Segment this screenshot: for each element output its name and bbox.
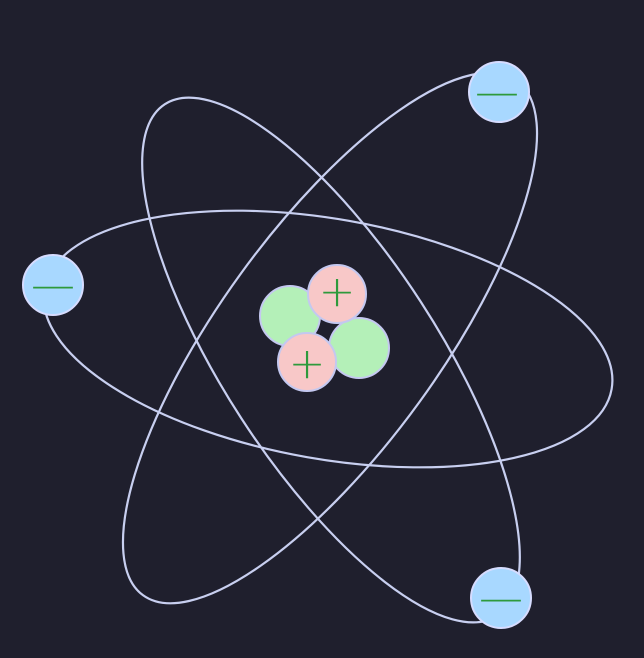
proton-sign: +: [319, 267, 356, 318]
electron-sign: —: [475, 67, 519, 118]
proton: +: [277, 332, 337, 392]
electron: —: [22, 254, 84, 316]
neutron: [328, 317, 390, 379]
electron: —: [468, 61, 530, 123]
electron-sign: —: [479, 573, 523, 624]
nucleus: + +: [259, 264, 390, 392]
proton-sign: +: [289, 339, 326, 390]
electrons: — — —: [22, 61, 532, 629]
electron: —: [470, 567, 532, 629]
electron-sign: —: [31, 260, 75, 311]
proton: +: [307, 264, 367, 324]
